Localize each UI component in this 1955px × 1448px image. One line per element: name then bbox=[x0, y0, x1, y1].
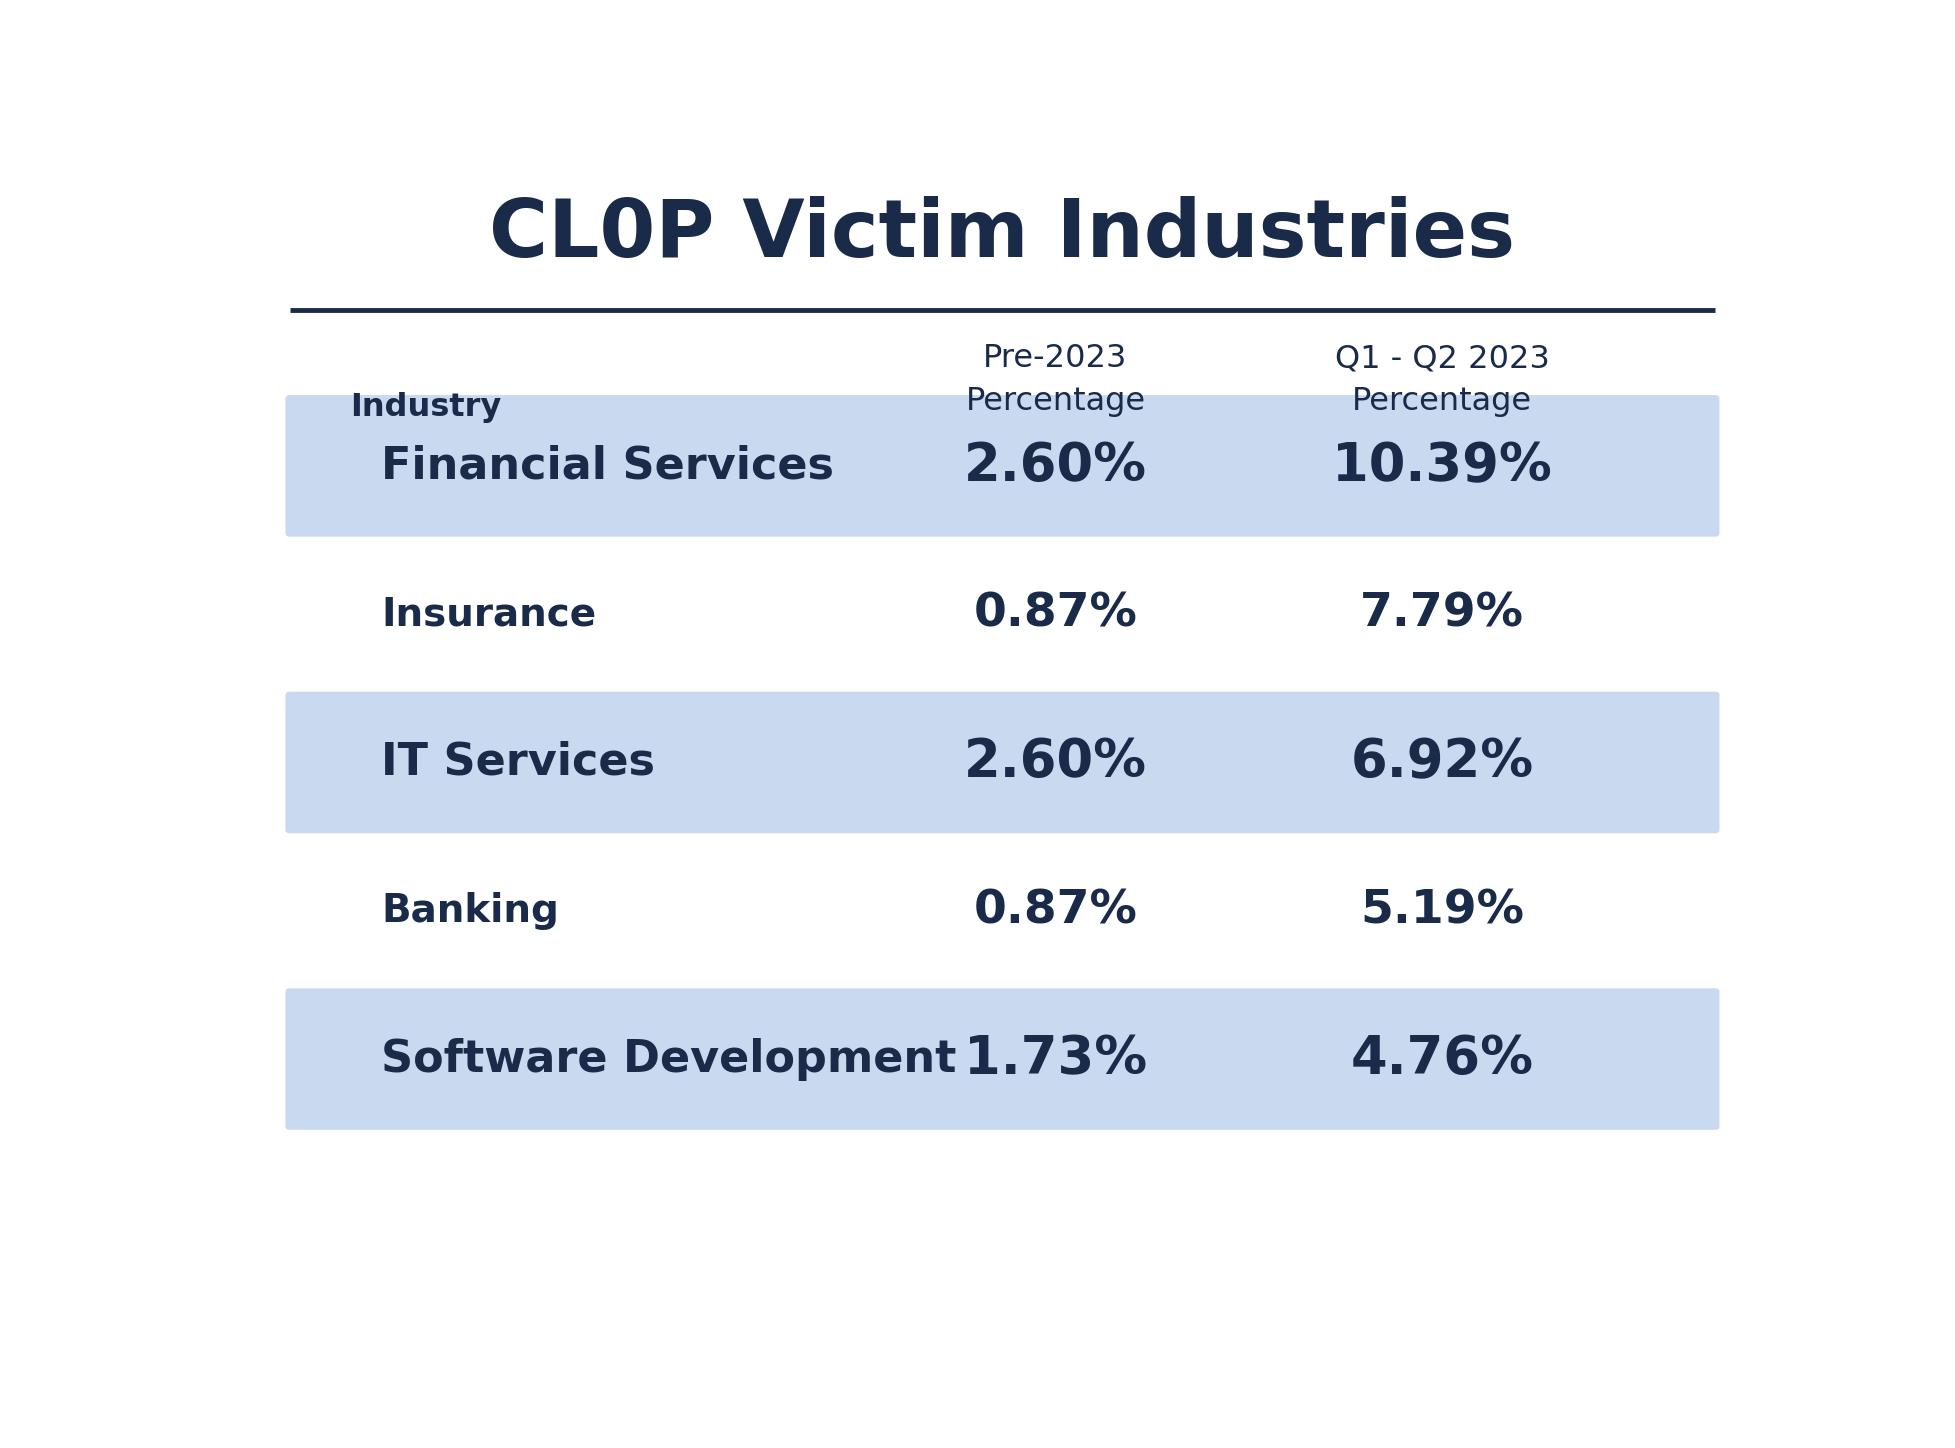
Text: IT Services: IT Services bbox=[381, 741, 655, 783]
Text: 2.60%: 2.60% bbox=[964, 737, 1146, 789]
Text: Banking: Banking bbox=[381, 892, 559, 930]
Text: Q1 - Q2 2023
Percentage: Q1 - Q2 2023 Percentage bbox=[1333, 343, 1548, 417]
Text: 4.76%: 4.76% bbox=[1349, 1032, 1533, 1085]
Text: 0.87%: 0.87% bbox=[974, 888, 1138, 934]
Text: Financial Services: Financial Services bbox=[381, 445, 833, 488]
Text: CL0P Victim Industries: CL0P Victim Industries bbox=[489, 195, 1515, 274]
FancyBboxPatch shape bbox=[285, 395, 1718, 537]
Text: 6.92%: 6.92% bbox=[1349, 737, 1533, 789]
Text: 0.87%: 0.87% bbox=[974, 592, 1138, 637]
Text: 10.39%: 10.39% bbox=[1331, 440, 1550, 492]
FancyBboxPatch shape bbox=[285, 988, 1718, 1129]
Text: 5.19%: 5.19% bbox=[1359, 888, 1523, 934]
FancyBboxPatch shape bbox=[285, 692, 1718, 833]
Text: 1.73%: 1.73% bbox=[964, 1032, 1146, 1085]
Text: Industry: Industry bbox=[350, 392, 502, 423]
Text: 2.60%: 2.60% bbox=[964, 440, 1146, 492]
Text: Insurance: Insurance bbox=[381, 595, 596, 633]
Text: Software Development: Software Development bbox=[381, 1038, 956, 1080]
Text: 7.79%: 7.79% bbox=[1359, 592, 1523, 637]
Text: Pre-2023
Percentage: Pre-2023 Percentage bbox=[966, 343, 1146, 417]
